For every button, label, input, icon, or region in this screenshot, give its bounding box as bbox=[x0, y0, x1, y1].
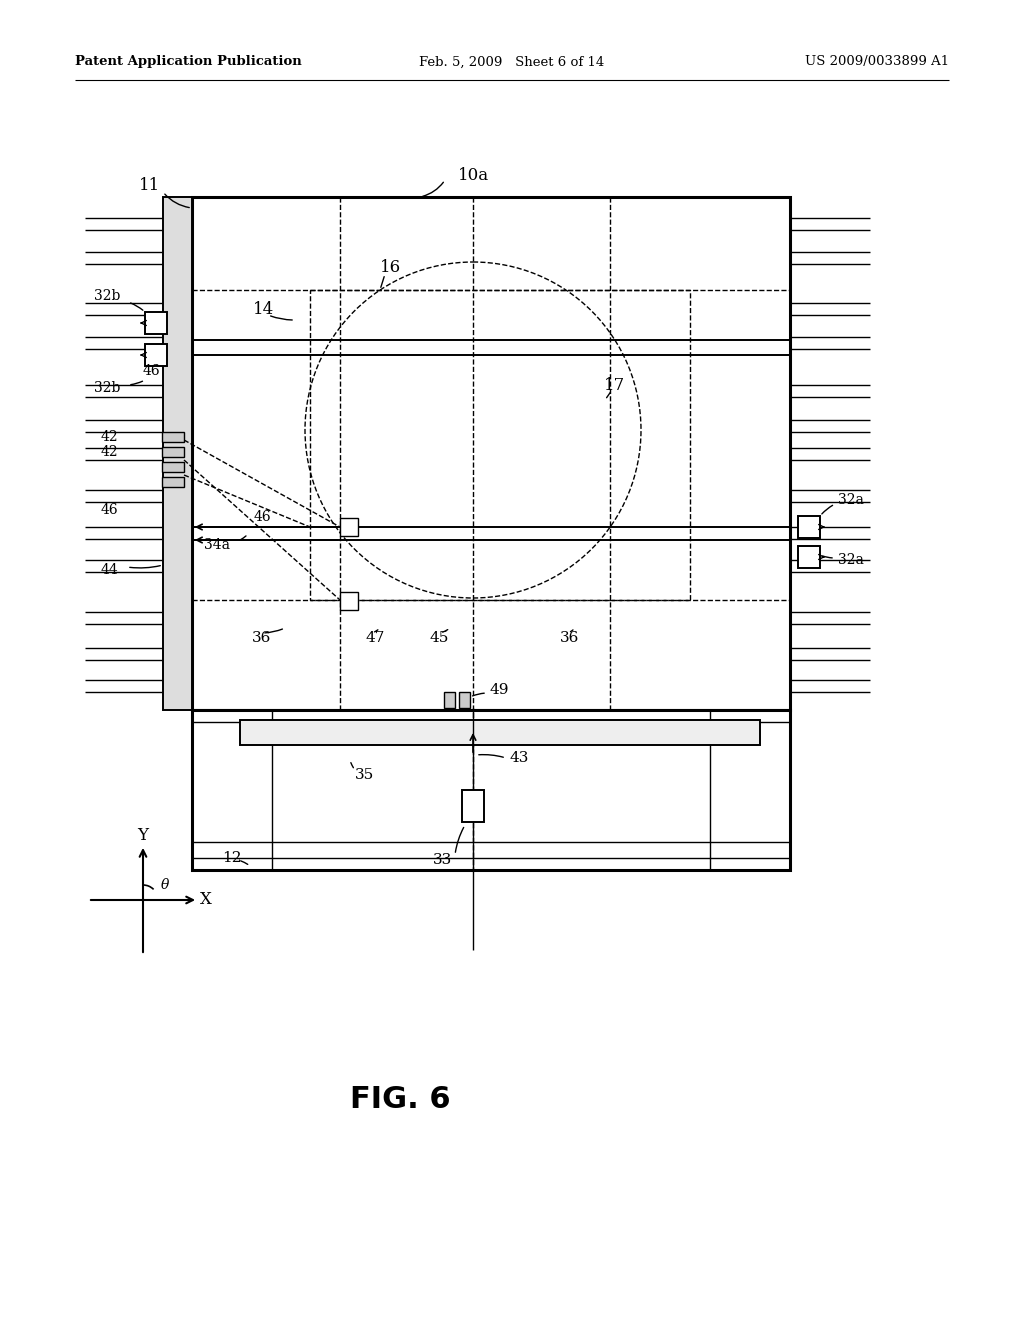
Text: 32b: 32b bbox=[93, 381, 120, 395]
Bar bbox=[162, 447, 184, 457]
Bar bbox=[193, 197, 790, 710]
Text: 49: 49 bbox=[490, 682, 510, 697]
Bar bbox=[162, 477, 184, 487]
Bar bbox=[145, 312, 167, 334]
Text: 32a: 32a bbox=[838, 553, 864, 568]
Bar bbox=[162, 462, 184, 473]
Text: 12: 12 bbox=[222, 851, 242, 865]
Text: 42: 42 bbox=[100, 445, 118, 459]
Bar bbox=[193, 710, 790, 870]
Text: FIG. 6: FIG. 6 bbox=[349, 1085, 451, 1114]
Bar bbox=[798, 546, 820, 568]
Text: 11: 11 bbox=[139, 177, 161, 194]
Bar bbox=[340, 517, 358, 536]
Text: 34a: 34a bbox=[204, 539, 230, 552]
Text: 47: 47 bbox=[365, 631, 384, 645]
Text: Patent Application Publication: Patent Application Publication bbox=[75, 55, 302, 69]
Text: 46: 46 bbox=[143, 364, 161, 378]
Bar bbox=[459, 692, 470, 708]
Bar bbox=[162, 432, 184, 442]
Text: 46: 46 bbox=[100, 503, 118, 517]
Bar bbox=[462, 789, 484, 822]
Text: 43: 43 bbox=[510, 751, 529, 766]
Text: 33: 33 bbox=[433, 853, 453, 867]
Text: 16: 16 bbox=[380, 260, 400, 276]
Bar bbox=[310, 290, 690, 601]
Text: US 2009/0033899 A1: US 2009/0033899 A1 bbox=[805, 55, 949, 69]
Text: 35: 35 bbox=[355, 768, 374, 781]
Bar bbox=[163, 197, 193, 710]
Text: 32a: 32a bbox=[838, 492, 864, 507]
Text: 32b: 32b bbox=[93, 289, 120, 304]
Text: θ: θ bbox=[161, 878, 169, 892]
Text: 17: 17 bbox=[604, 376, 626, 393]
Text: 36: 36 bbox=[252, 631, 271, 645]
Text: 42: 42 bbox=[100, 430, 118, 444]
Text: 36: 36 bbox=[560, 631, 580, 645]
Bar bbox=[240, 719, 760, 744]
Bar bbox=[145, 345, 167, 366]
Bar bbox=[798, 516, 820, 539]
Text: 44: 44 bbox=[100, 564, 118, 577]
Text: Feb. 5, 2009   Sheet 6 of 14: Feb. 5, 2009 Sheet 6 of 14 bbox=[420, 55, 604, 69]
Bar bbox=[340, 591, 358, 610]
Text: X: X bbox=[200, 891, 212, 908]
Text: 14: 14 bbox=[253, 301, 274, 318]
Text: 46: 46 bbox=[253, 510, 270, 524]
Text: Y: Y bbox=[137, 828, 148, 845]
Text: 45: 45 bbox=[430, 631, 450, 645]
Bar bbox=[444, 692, 455, 708]
Text: 10a: 10a bbox=[458, 166, 488, 183]
